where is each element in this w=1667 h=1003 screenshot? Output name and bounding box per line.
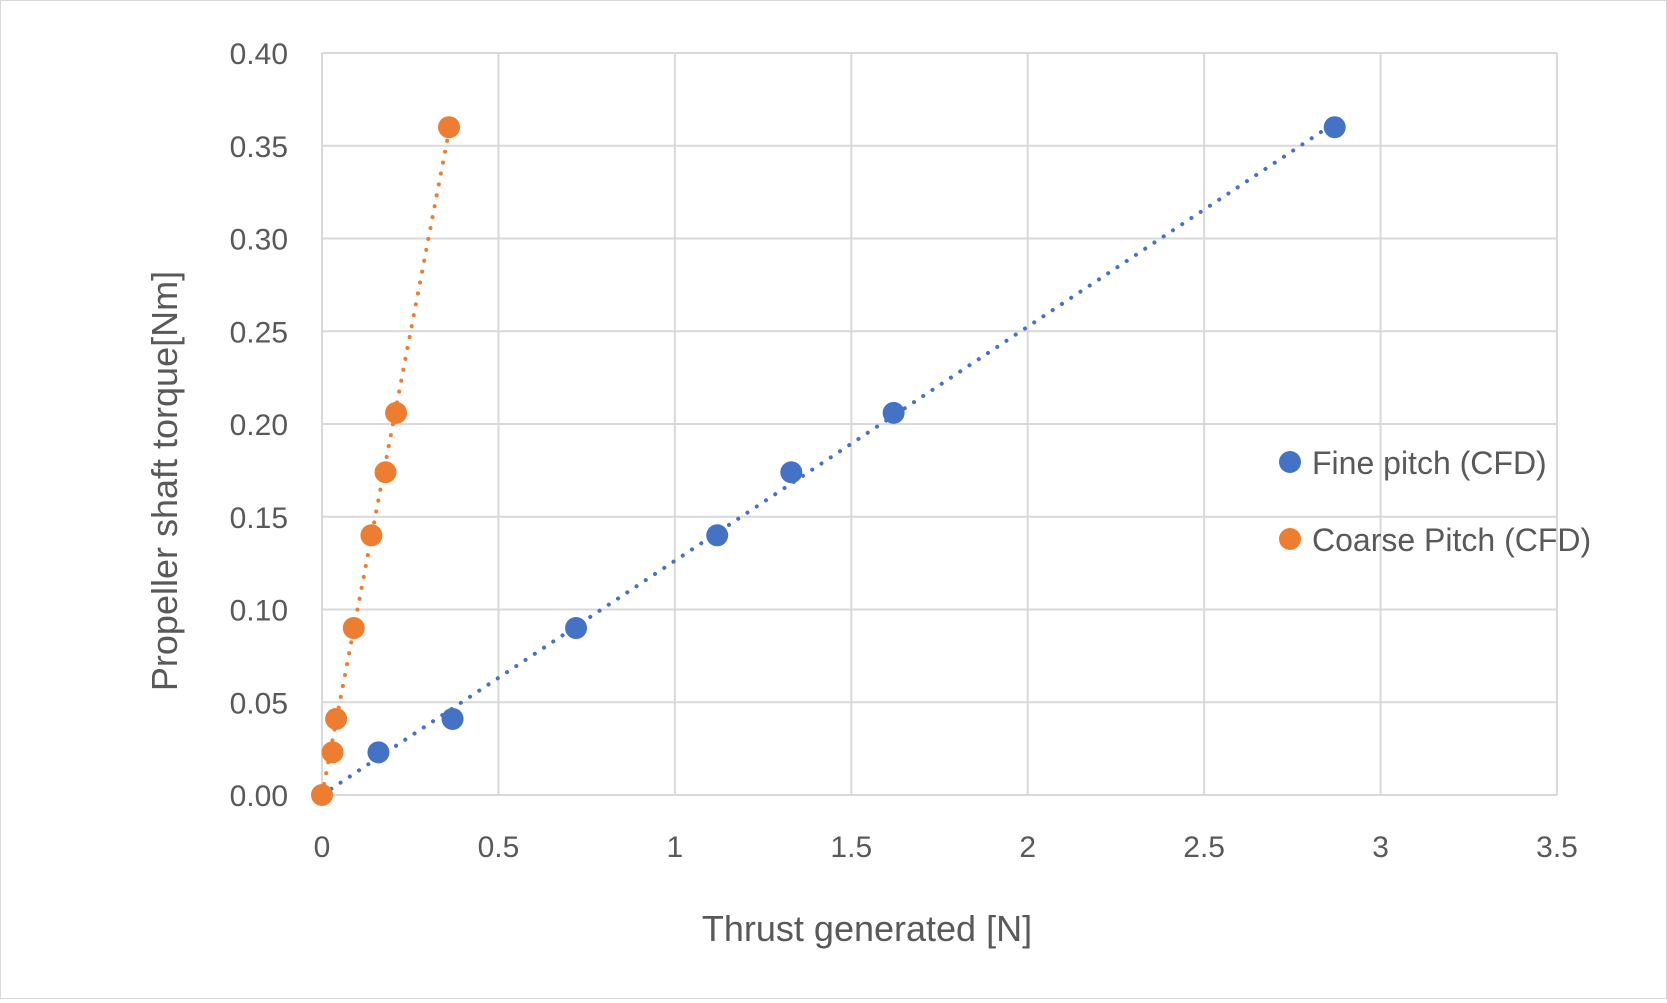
data-point-series-0 — [882, 401, 905, 424]
x-tick-label: 2.5 — [1183, 831, 1225, 864]
y-axis-label: Propeller shaft torque[Nm] — [144, 271, 185, 691]
y-tick-label: 0.20 — [230, 409, 288, 442]
data-point-series-0 — [565, 617, 588, 640]
data-point-series-1 — [321, 741, 344, 764]
data-point-series-1 — [385, 401, 408, 424]
x-tick-label: 3.5 — [1536, 831, 1578, 864]
legend-label-series-0: Fine pitch (CFD) — [1312, 445, 1547, 481]
legend: Fine pitch (CFD) Coarse Pitch (CFD) — [1279, 445, 1591, 558]
data-point-series-1 — [325, 707, 348, 730]
data-point-series-0 — [706, 524, 729, 547]
y-tick-label: 0.35 — [230, 131, 288, 164]
y-tick-label: 0.15 — [230, 502, 288, 535]
x-tick-label: 2 — [1019, 831, 1036, 864]
legend-marker-series-1 — [1279, 528, 1301, 550]
trendline-series-1 — [320, 128, 452, 797]
data-point-series-0 — [1323, 116, 1346, 139]
data-point-series-1 — [342, 617, 365, 640]
y-tick-label: 0.30 — [230, 224, 288, 257]
y-tick-label: 0.05 — [230, 687, 288, 720]
x-tick-label: 0.5 — [478, 831, 520, 864]
x-tick-label: 3 — [1372, 831, 1389, 864]
trendlines — [320, 120, 1337, 797]
data-point-series-0 — [780, 461, 803, 484]
gridlines — [321, 52, 1558, 796]
legend-marker-series-0 — [1279, 451, 1301, 473]
data-points — [311, 116, 1346, 806]
y-tick-label: 0.10 — [230, 595, 288, 628]
data-point-series-1 — [311, 784, 333, 806]
trendline-series-0 — [320, 120, 1337, 797]
y-axis-ticks: 0.00 0.05 0.10 0.15 0.20 0.25 0.30 0.35 0.40 — [230, 38, 288, 813]
y-tick-label: 0.00 — [230, 780, 288, 813]
data-point-series-1 — [374, 461, 397, 484]
x-axis-ticks: 0 0.5 1 1.5 2 2.5 3 3.5 — [314, 831, 1578, 864]
data-point-series-0 — [367, 741, 390, 764]
x-axis-label: Thrust generated [N] — [702, 908, 1032, 949]
data-point-series-1 — [438, 116, 461, 139]
data-point-series-0 — [441, 707, 464, 730]
y-tick-label: 0.25 — [230, 316, 288, 349]
x-tick-label: 1 — [667, 831, 684, 864]
x-tick-label: 1.5 — [830, 831, 872, 864]
legend-label-series-1: Coarse Pitch (CFD) — [1312, 522, 1591, 558]
x-tick-label: 0 — [314, 831, 331, 864]
y-tick-label: 0.40 — [230, 38, 288, 71]
data-point-series-1 — [360, 524, 383, 547]
